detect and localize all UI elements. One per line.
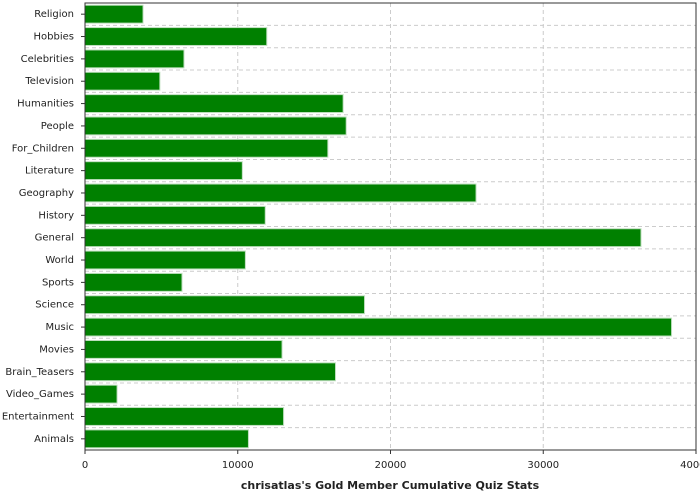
y-tick-label: Sports <box>42 277 74 288</box>
y-tick-label: Hobbies <box>34 32 74 43</box>
bar <box>84 138 329 158</box>
y-tick-label: For_Children <box>12 143 74 154</box>
y-tick-label: Music <box>46 322 74 333</box>
plot-border <box>84 2 697 451</box>
y-tick-label: Religion <box>34 9 74 20</box>
y-tick-label: Celebrities <box>21 54 74 65</box>
y-tick-label: Entertainment <box>2 411 74 422</box>
y-tick-label: World <box>45 255 74 266</box>
bar <box>84 205 266 225</box>
y-tick-label: Animals <box>34 434 74 445</box>
bar <box>84 317 673 337</box>
y-tick-label: Movies <box>39 344 74 355</box>
bar <box>84 339 283 359</box>
bar <box>84 4 144 24</box>
bar <box>84 27 268 46</box>
bar <box>84 161 243 181</box>
y-tick-label: Video_Games <box>6 389 74 400</box>
bar <box>84 71 161 91</box>
bar <box>84 116 347 136</box>
bar <box>84 407 285 426</box>
x-tick-label: 30000 <box>527 460 559 471</box>
y-tick-label: Science <box>35 300 74 311</box>
x-tick-label: 10000 <box>222 460 254 471</box>
y-tick-label: People <box>41 121 74 132</box>
bar <box>84 228 642 248</box>
bar <box>84 384 118 404</box>
x-tick-label: 40000 <box>680 460 700 471</box>
bar <box>84 429 249 449</box>
bar <box>84 295 366 315</box>
x-tick-label: 0 <box>82 460 88 471</box>
bar <box>84 250 246 270</box>
y-tick-label: Humanities <box>17 99 74 110</box>
y-tick-label: History <box>38 210 74 221</box>
bar <box>84 183 477 203</box>
bar <box>84 94 344 114</box>
y-tick-label: Geography <box>19 188 74 199</box>
x-tick-label: 20000 <box>375 460 407 471</box>
y-tick-label: General <box>35 233 74 244</box>
y-tick-label: Literature <box>25 166 74 177</box>
bar <box>84 272 183 292</box>
chart-title: chrisatlas's Gold Member Cumulative Quiz… <box>241 479 540 492</box>
bar <box>84 362 337 382</box>
y-tick-label: Brain_Teasers <box>5 367 74 378</box>
y-tick-label: Television <box>24 76 74 87</box>
bar <box>84 49 185 69</box>
